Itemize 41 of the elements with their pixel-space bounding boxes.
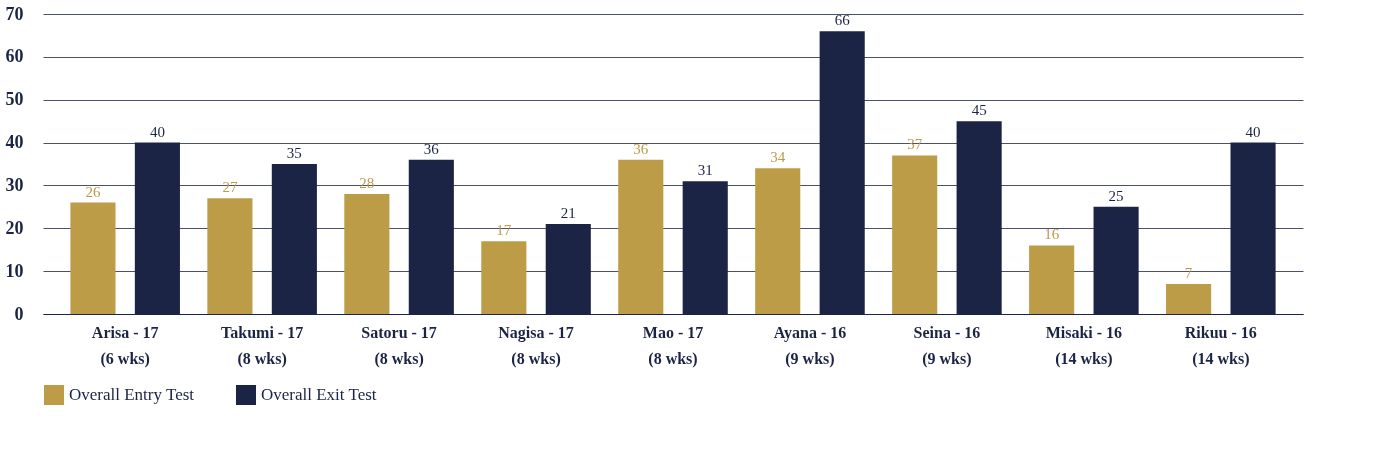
- x-tick-label: Misaki - 16 (14 wks): [1045, 323, 1123, 368]
- y-tick-label: 30: [5, 174, 24, 195]
- data-label: 40: [1245, 123, 1261, 140]
- x-tick-label: Nagisa - 17 (8 wks): [498, 323, 574, 368]
- x-tick-label: Takumi - 17 (8 wks): [221, 323, 304, 368]
- data-label: 31: [697, 162, 713, 179]
- bar: [618, 159, 664, 314]
- y-tick-label: 0: [14, 303, 24, 324]
- data-label: 16: [1044, 226, 1060, 243]
- y-tick-label: 40: [5, 132, 24, 153]
- data-label: 21: [560, 205, 576, 221]
- data-label: 36: [423, 140, 440, 157]
- bar: [892, 155, 938, 314]
- data-label: 34: [770, 149, 786, 166]
- bar: [70, 202, 116, 314]
- bar: [344, 194, 390, 314]
- data-label: 66: [834, 12, 851, 29]
- x-tick-label: Mao - 17 (8 wks): [642, 323, 704, 368]
- x-tick-label: Rikuu - 16 (14 wks): [1184, 323, 1257, 368]
- legend-label: Overall Exit Test: [261, 385, 377, 404]
- data-label: 35: [286, 145, 302, 161]
- data-label: 26: [85, 183, 101, 200]
- x-tick-label: Satoru - 17 (8 wks): [361, 323, 437, 368]
- data-label: 36: [633, 140, 649, 157]
- y-tick-label: 20: [5, 217, 24, 238]
- bar: [1166, 284, 1212, 314]
- data-label: 25: [1108, 187, 1124, 204]
- bar: [755, 168, 801, 314]
- x-tick-label: Ayana - 16 (9 wks): [773, 323, 847, 368]
- y-tick-label: 10: [5, 260, 24, 281]
- data-label: 45: [971, 102, 987, 119]
- data-label: 40: [149, 123, 165, 140]
- y-tick-label: 70: [5, 3, 24, 24]
- y-tick-label: 60: [5, 46, 24, 67]
- x-tick-label: Arisa - 17 (6 wks): [91, 323, 159, 368]
- bar: [207, 198, 253, 314]
- bar: [1029, 245, 1075, 314]
- legend-label: Overall Entry Test: [69, 385, 195, 404]
- bar: [481, 241, 527, 314]
- y-tick-label: 50: [5, 89, 24, 110]
- x-tick-label: Seina - 16 (9 wks): [913, 323, 981, 368]
